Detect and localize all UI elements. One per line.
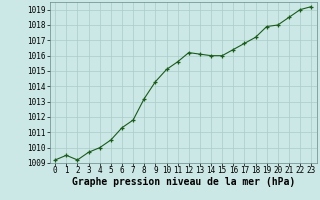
X-axis label: Graphe pression niveau de la mer (hPa): Graphe pression niveau de la mer (hPa)	[72, 177, 295, 187]
